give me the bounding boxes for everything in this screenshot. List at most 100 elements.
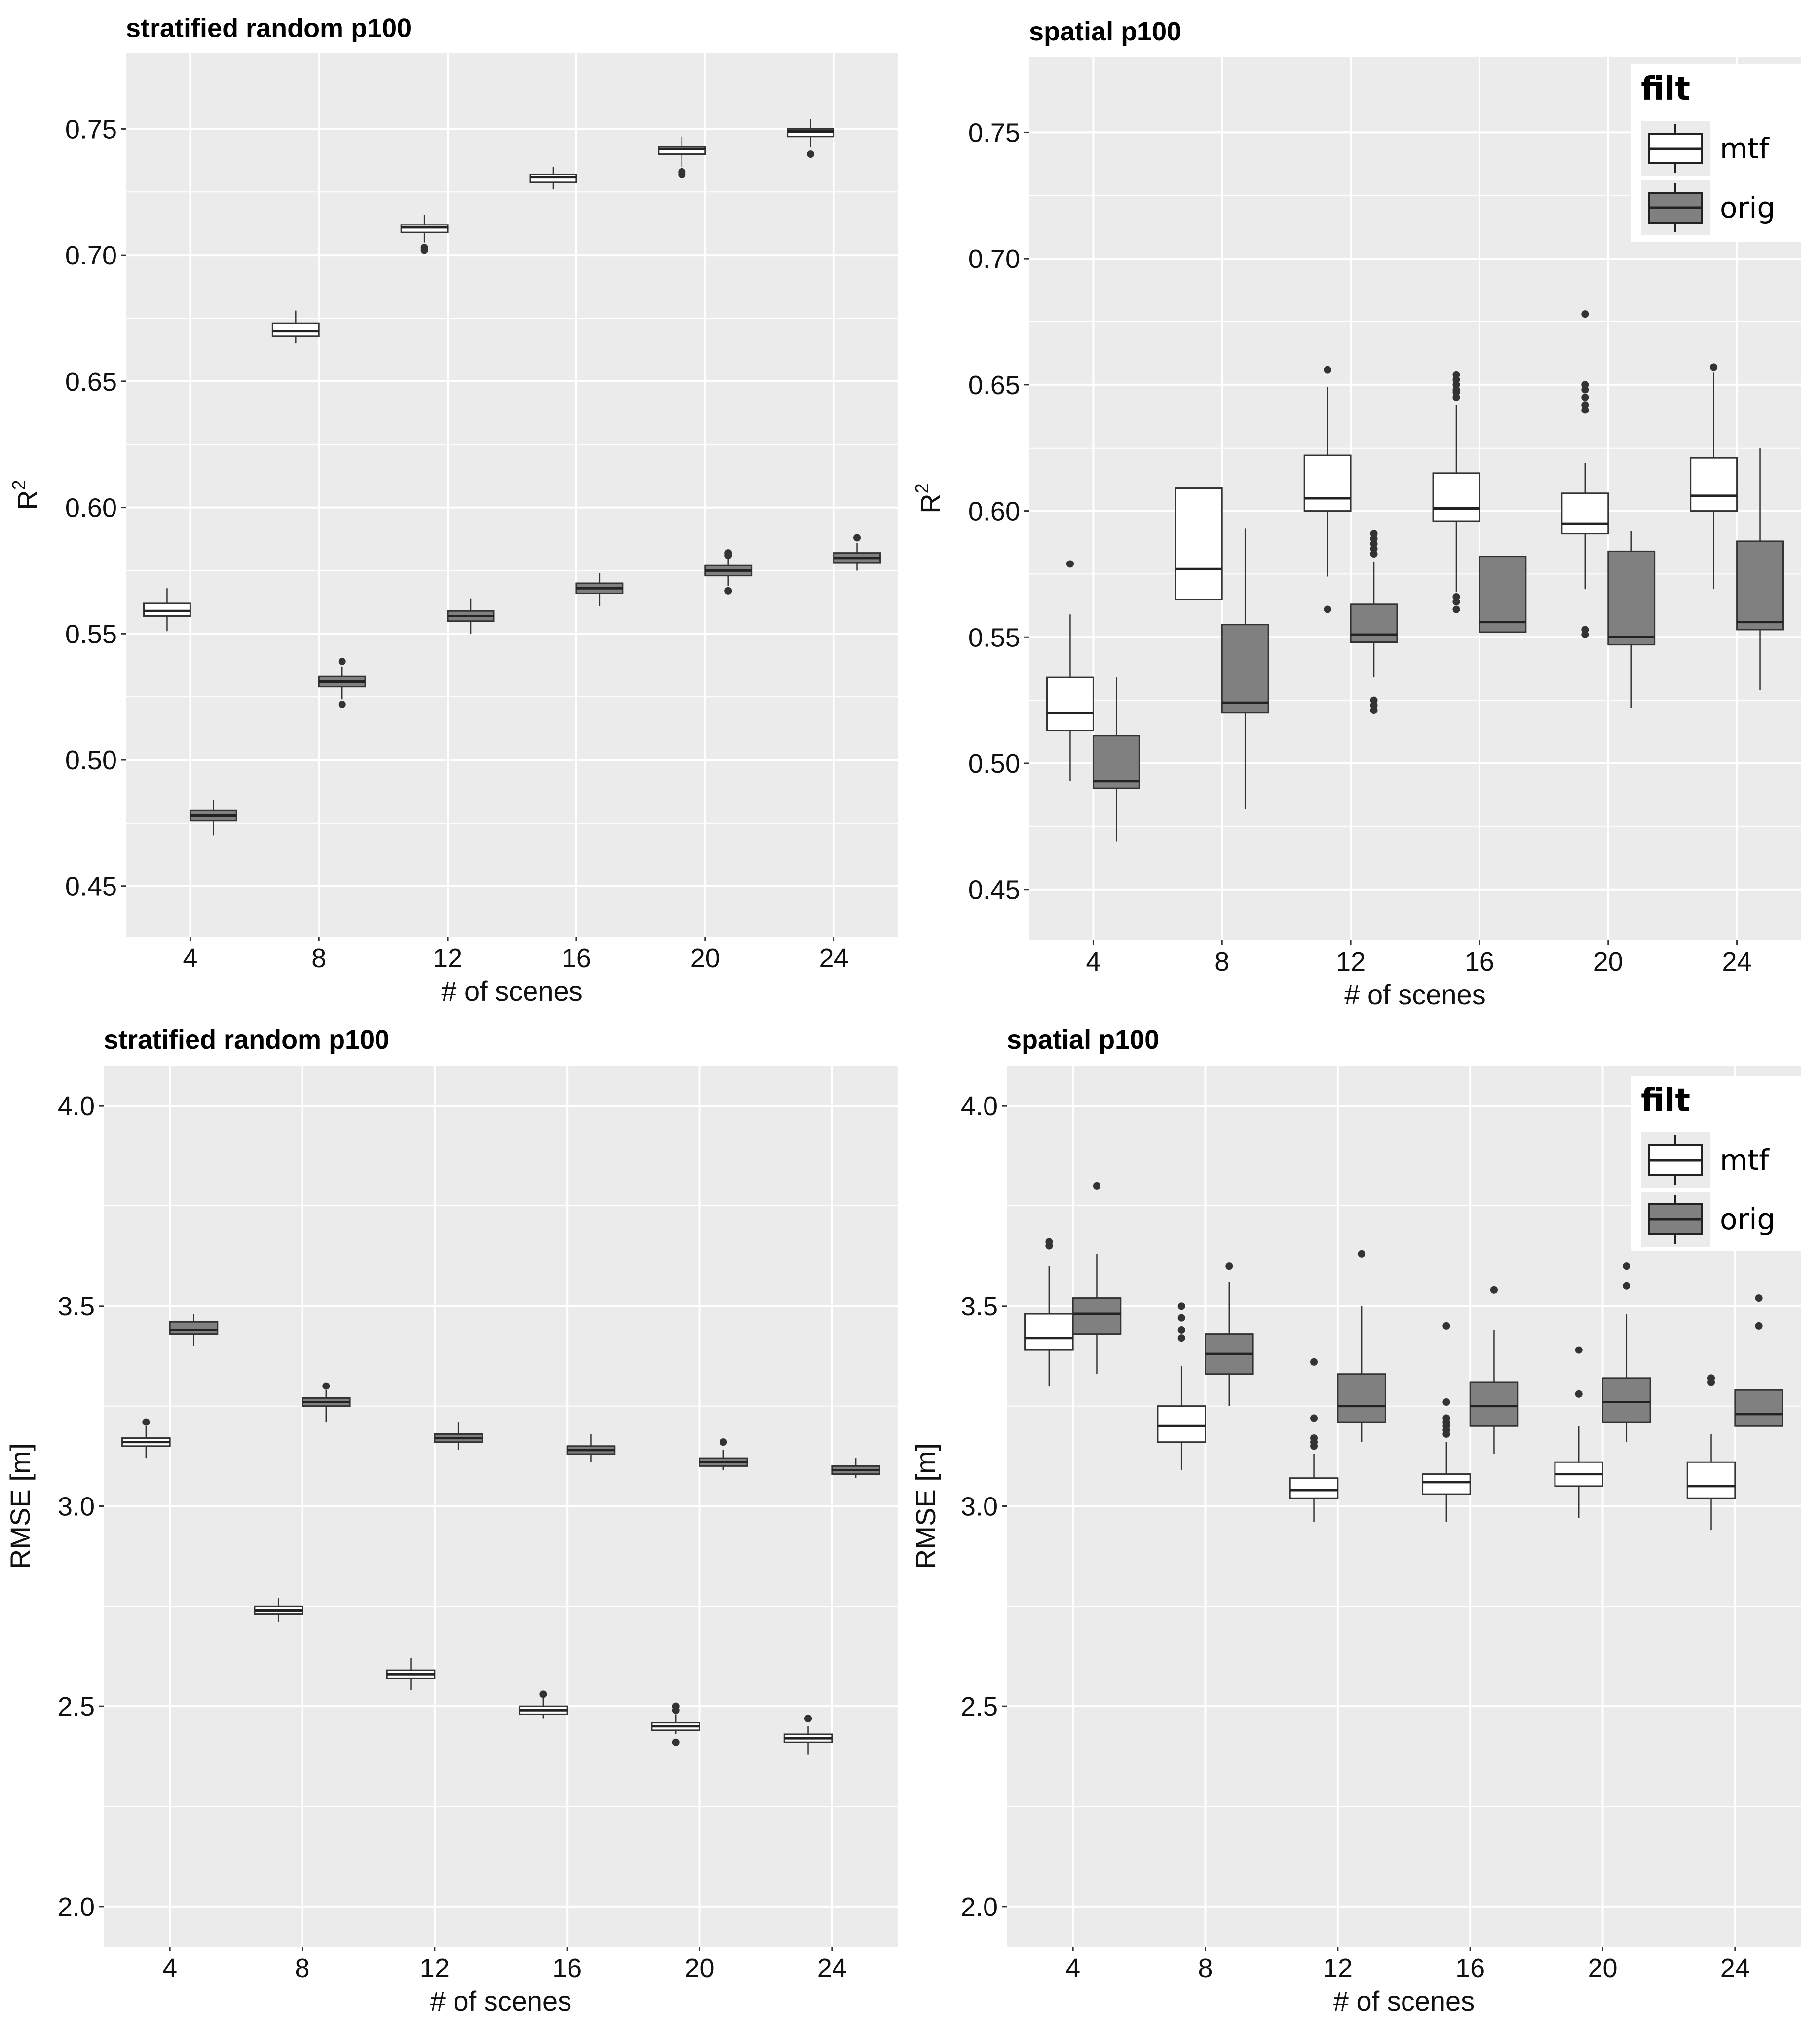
y-tick-label: 3.5 (58, 1292, 95, 1321)
box-orig-24 (1736, 448, 1784, 690)
box-iqr (1432, 472, 1480, 522)
x-axis-label: # of scenes (1333, 1986, 1475, 2017)
outlier-point (1707, 1374, 1715, 1382)
box-orig-12 (1337, 1250, 1386, 1442)
outlier-point (338, 700, 346, 708)
box-mtf-16 (519, 1690, 568, 1719)
outlier-point (1452, 605, 1460, 613)
y-tick-label: 2.0 (58, 1892, 95, 1922)
box-iqr (1024, 1313, 1074, 1351)
outlier-point (539, 1690, 547, 1698)
box-iqr (1422, 1473, 1471, 1495)
panel-1: 0.45 0.50 0.55 0.60 0.65 0.70 0.75 4 8 12 16 20 24 st… (9, 13, 898, 1007)
y-tick-label: 3.5 (961, 1292, 998, 1321)
box-iqr (658, 146, 706, 155)
x-tick-label: 20 (684, 1953, 714, 1983)
y-tick-label: 0.50 (968, 749, 1020, 779)
box-orig-4 (1092, 677, 1140, 842)
outlier-point (1442, 1414, 1450, 1422)
chart-title: spatial p100 (1029, 17, 1181, 46)
box-mtf-8 (254, 1598, 303, 1622)
outlier-point (1581, 626, 1589, 634)
box-mtf-20 (1561, 310, 1609, 638)
y-axis-label-superscript: 2 (9, 480, 30, 490)
y-tick-label: 0.55 (968, 623, 1020, 652)
y-tick-label: 0.75 (968, 118, 1020, 148)
outlier-point (142, 1418, 150, 1426)
outlier-point (1575, 1390, 1583, 1398)
box-iqr (529, 173, 577, 183)
x-axis-label: # of scenes (430, 1986, 571, 2017)
box-iqr (1479, 556, 1527, 633)
outlier-point (1575, 1346, 1583, 1354)
x-tick-label: 24 (819, 943, 849, 973)
legend-key-mtf (1641, 121, 1710, 176)
y-axis-label: RMSE [m] (910, 1443, 941, 1569)
box-iqr (1289, 1477, 1339, 1499)
box-orig-12 (447, 598, 495, 634)
outlier-point (1442, 1398, 1450, 1406)
x-tick-label: 12 (1323, 1953, 1353, 1983)
box-orig-16 (575, 573, 624, 606)
box-mtf-24 (787, 118, 835, 158)
legend-label: mtf (1720, 1143, 1770, 1177)
box-orig-20 (704, 549, 753, 595)
outlier-point (720, 1438, 727, 1446)
outlier-point (1324, 366, 1331, 374)
box-orig-20 (699, 1438, 748, 1470)
x-tick-label: 4 (1065, 1953, 1080, 1983)
box-orig-12 (1350, 530, 1398, 714)
y-axis-label-text: RMSE [m] (4, 1443, 36, 1569)
y-tick-label: 2.0 (961, 1892, 998, 1922)
box-mtf-16 (529, 167, 577, 190)
box-iqr (1561, 492, 1609, 535)
plot-background (126, 53, 898, 937)
box-orig-8 (1205, 1262, 1254, 1406)
y-tick-label: 2.5 (58, 1692, 95, 1722)
box-iqr (787, 128, 835, 138)
outlier-point (1755, 1322, 1763, 1330)
box-iqr (143, 602, 191, 617)
outlier-point (420, 244, 428, 252)
x-tick-label: 24 (817, 1953, 847, 1983)
box-iqr (1602, 1377, 1651, 1423)
box-mtf-12 (1303, 366, 1352, 613)
panel-3: 2.0 2.5 3.0 3.5 4.0 4 8 12 16 20 24 stratified rand… (4, 1025, 898, 2017)
y-tick-label: 0.65 (65, 367, 117, 397)
outlier-point (1177, 1314, 1185, 1322)
box-orig-12 (434, 1422, 483, 1450)
box-orig-24 (1734, 1294, 1783, 1427)
x-tick-label: 4 (183, 943, 197, 973)
chart-title: spatial p100 (1007, 1025, 1159, 1054)
x-tick-label: 8 (311, 943, 326, 973)
outlier-point (1442, 1322, 1450, 1330)
y-axis-label: RMSE [m] (4, 1443, 36, 1569)
outlier-point (1177, 1334, 1185, 1342)
outlier-point (724, 587, 732, 595)
box-orig-16 (1479, 556, 1527, 633)
y-axis-label: R2 (912, 483, 946, 514)
outlier-point (1358, 1250, 1365, 1258)
x-tick-label: 20 (690, 943, 720, 973)
box-orig-8 (302, 1382, 351, 1423)
box-orig-8 (318, 658, 366, 708)
box-orig-4 (169, 1314, 219, 1346)
box-iqr (1607, 550, 1656, 646)
box-iqr (1690, 457, 1738, 512)
panel-2: 0.45 0.50 0.55 0.60 0.65 0.70 0.75 4 8 12 16 20 24 sp… (912, 17, 1806, 1010)
x-tick-label: 16 (1465, 947, 1494, 976)
x-tick-label: 8 (1198, 1953, 1213, 1983)
box-iqr (1736, 540, 1784, 631)
y-tick-label: 3.0 (58, 1492, 95, 1522)
legend-key-orig (1641, 1192, 1710, 1247)
chart-title: stratified random p100 (126, 13, 412, 43)
y-tick-label: 0.70 (968, 244, 1020, 274)
box-iqr (1175, 487, 1223, 600)
y-tick-label: 0.45 (65, 872, 117, 901)
legend-title: filt (1641, 71, 1690, 108)
box-iqr (1734, 1389, 1783, 1427)
x-tick-label: 20 (1588, 1953, 1617, 1983)
